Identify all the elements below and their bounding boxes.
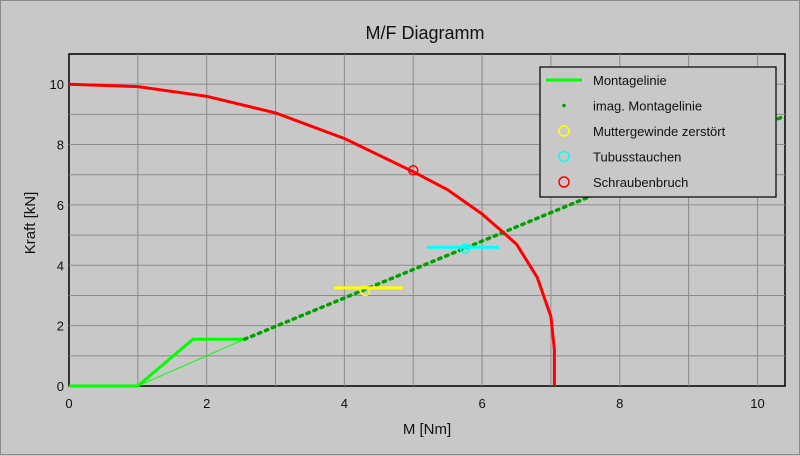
legend-label-montagelinie: Montagelinie bbox=[593, 73, 667, 88]
x-tick-label: 10 bbox=[750, 396, 764, 411]
x-tick-label: 6 bbox=[478, 396, 485, 411]
chart-title: M/F Diagramm bbox=[365, 23, 484, 43]
legend: Montagelinie imag. Montagelinie Muttergewi… bbox=[539, 66, 777, 198]
montagelinie-diagonal bbox=[137, 338, 245, 387]
x-tick-label: 0 bbox=[65, 396, 72, 411]
x-tick-label: 4 bbox=[341, 396, 348, 411]
x-tick-label: 2 bbox=[203, 396, 210, 411]
y-tick-label: 2 bbox=[57, 319, 64, 334]
legend-swatch-imag-montagelinie bbox=[562, 103, 566, 108]
legend-label-schraubenbruch: Schraubenbruch bbox=[593, 175, 688, 190]
y-tick-label: 10 bbox=[50, 77, 64, 92]
y-tick-label: 4 bbox=[57, 258, 64, 273]
schraubenbruch-marker bbox=[407, 164, 419, 176]
montagelinie-line bbox=[69, 337, 245, 388]
x-axis-label: M [Nm] bbox=[403, 421, 451, 438]
tubusstauchen-marker bbox=[459, 243, 471, 254]
legend-label-imag-montagelinie: imag. Montagelinie bbox=[593, 99, 702, 114]
schraubenbruch-curve bbox=[68, 82, 556, 386]
y-tick-label: 0 bbox=[57, 379, 64, 394]
y-tick-label: 6 bbox=[57, 198, 64, 213]
y-tick-label: 8 bbox=[57, 138, 64, 153]
legend-swatch-schraubenbruch bbox=[558, 176, 570, 188]
axis-ticks: 0 2 4 6 8 10 0 2 4 6 8 10 bbox=[50, 77, 765, 411]
legend-label-tubusstauchen: Tubusstauchen bbox=[593, 150, 681, 165]
legend-swatch-tubusstauchen bbox=[558, 150, 570, 163]
legend-swatch-muttergewinde-zerst-rt bbox=[558, 125, 570, 137]
x-tick-label: 8 bbox=[616, 396, 623, 411]
legend-label-muttergewinde-zerst-rt: Muttergewinde zerstört bbox=[593, 124, 726, 139]
legend-box bbox=[539, 66, 777, 198]
y-axis-label: Kraft [kN] bbox=[22, 192, 39, 255]
muttergewinde-marker bbox=[359, 285, 371, 297]
